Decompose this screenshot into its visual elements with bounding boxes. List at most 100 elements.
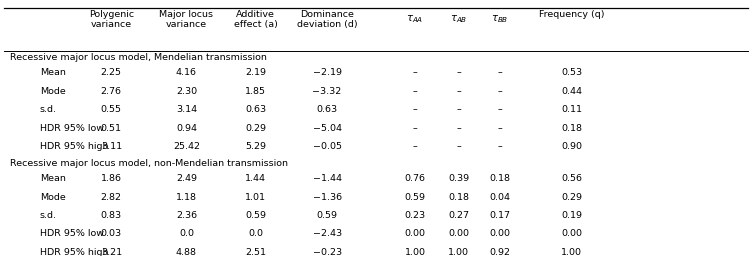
Text: –: – [413, 105, 417, 114]
Text: 0.0: 0.0 [179, 229, 194, 238]
Text: variance: variance [91, 20, 132, 29]
Text: Recessive major locus model, non-Mendelian transmission: Recessive major locus model, non-Mendeli… [10, 159, 288, 168]
Text: 2.30: 2.30 [176, 87, 197, 96]
Text: −0.05: −0.05 [313, 142, 341, 151]
Text: 0.83: 0.83 [101, 211, 122, 220]
Text: Mean: Mean [40, 68, 65, 77]
Text: 0.19: 0.19 [561, 211, 582, 220]
Text: 0.92: 0.92 [490, 248, 511, 256]
Text: 25.42: 25.42 [173, 142, 200, 151]
Text: Mode: Mode [40, 87, 65, 96]
Text: Additive: Additive [236, 10, 275, 19]
Text: 1.00: 1.00 [448, 248, 469, 256]
Text: Mode: Mode [40, 193, 65, 201]
Text: −2.43: −2.43 [313, 229, 341, 238]
Text: 0.90: 0.90 [561, 142, 582, 151]
Text: 0.29: 0.29 [245, 124, 266, 133]
Text: 0.04: 0.04 [490, 193, 511, 201]
Text: s.d.: s.d. [40, 211, 57, 220]
Text: 2.51: 2.51 [245, 248, 266, 256]
Text: Major locus: Major locus [159, 10, 214, 19]
Text: 0.00: 0.00 [405, 229, 426, 238]
Text: Frequency (q): Frequency (q) [538, 10, 605, 19]
Text: –: – [498, 142, 502, 151]
Text: 3.14: 3.14 [176, 105, 197, 114]
Text: 1.18: 1.18 [176, 193, 197, 201]
Text: –: – [456, 68, 461, 77]
Text: 1.85: 1.85 [245, 87, 266, 96]
Text: 0.63: 0.63 [245, 105, 266, 114]
Text: 1.00: 1.00 [561, 248, 582, 256]
Text: 0.44: 0.44 [561, 87, 582, 96]
Text: 0.27: 0.27 [448, 211, 469, 220]
Text: Mean: Mean [40, 174, 65, 183]
Text: 0.23: 0.23 [405, 211, 426, 220]
Text: 0.00: 0.00 [490, 229, 511, 238]
Text: 0.11: 0.11 [561, 105, 582, 114]
Text: Recessive major locus model, Mendelian transmission: Recessive major locus model, Mendelian t… [10, 53, 267, 62]
Text: 2.76: 2.76 [101, 87, 122, 96]
Text: 1.01: 1.01 [245, 193, 266, 201]
Text: deviation (d): deviation (d) [297, 20, 357, 29]
Text: $\tau_{AB}$: $\tau_{AB}$ [450, 14, 468, 25]
Text: 0.63: 0.63 [317, 105, 338, 114]
Text: 1.86: 1.86 [101, 174, 122, 183]
Text: 2.82: 2.82 [101, 193, 122, 201]
Text: –: – [456, 105, 461, 114]
Text: 0.94: 0.94 [176, 124, 197, 133]
Text: $\tau_{AA}$: $\tau_{AA}$ [406, 14, 424, 25]
Text: 0.56: 0.56 [561, 174, 582, 183]
Text: –: – [456, 87, 461, 96]
Text: 0.18: 0.18 [561, 124, 582, 133]
Text: Polygenic: Polygenic [89, 10, 134, 19]
Text: HDR 95% low: HDR 95% low [40, 124, 104, 133]
Text: 0.39: 0.39 [448, 174, 469, 183]
Text: −2.19: −2.19 [313, 68, 341, 77]
Text: −3.32: −3.32 [313, 87, 341, 96]
Text: 0.00: 0.00 [448, 229, 469, 238]
Text: –: – [413, 124, 417, 133]
Text: 0.59: 0.59 [405, 193, 426, 201]
Text: HDR 95% low: HDR 95% low [40, 229, 104, 238]
Text: –: – [498, 105, 502, 114]
Text: 4.16: 4.16 [176, 68, 197, 77]
Text: 2.25: 2.25 [101, 68, 122, 77]
Text: 2.49: 2.49 [176, 174, 197, 183]
Text: 2.36: 2.36 [176, 211, 197, 220]
Text: 3.11: 3.11 [101, 142, 122, 151]
Text: s.d.: s.d. [40, 105, 57, 114]
Text: 1.00: 1.00 [405, 248, 426, 256]
Text: 0.55: 0.55 [101, 105, 122, 114]
Text: 2.19: 2.19 [245, 68, 266, 77]
Text: Dominance: Dominance [300, 10, 354, 19]
Text: –: – [498, 87, 502, 96]
Text: −1.36: −1.36 [313, 193, 341, 201]
Text: –: – [456, 142, 461, 151]
Text: 1.44: 1.44 [245, 174, 266, 183]
Text: 0.0: 0.0 [248, 229, 263, 238]
Text: 0.76: 0.76 [405, 174, 426, 183]
Text: effect (a): effect (a) [234, 20, 277, 29]
Text: 0.53: 0.53 [561, 68, 582, 77]
Text: –: – [413, 68, 417, 77]
Text: 0.59: 0.59 [317, 211, 338, 220]
Text: HDR 95% high: HDR 95% high [40, 142, 108, 151]
Text: 5.29: 5.29 [245, 142, 266, 151]
Text: variance: variance [166, 20, 207, 29]
Text: 0.51: 0.51 [101, 124, 122, 133]
Text: 0.29: 0.29 [561, 193, 582, 201]
Text: 0.17: 0.17 [490, 211, 511, 220]
Text: −1.44: −1.44 [313, 174, 341, 183]
Text: −5.04: −5.04 [313, 124, 341, 133]
Text: –: – [413, 142, 417, 151]
Text: –: – [498, 68, 502, 77]
Text: 0.18: 0.18 [448, 193, 469, 201]
Text: 3.21: 3.21 [101, 248, 122, 256]
Text: HDR 95% high: HDR 95% high [40, 248, 108, 256]
Text: –: – [456, 124, 461, 133]
Text: 0.18: 0.18 [490, 174, 511, 183]
Text: −0.23: −0.23 [313, 248, 341, 256]
Text: 0.03: 0.03 [101, 229, 122, 238]
Text: –: – [413, 87, 417, 96]
Text: –: – [498, 124, 502, 133]
